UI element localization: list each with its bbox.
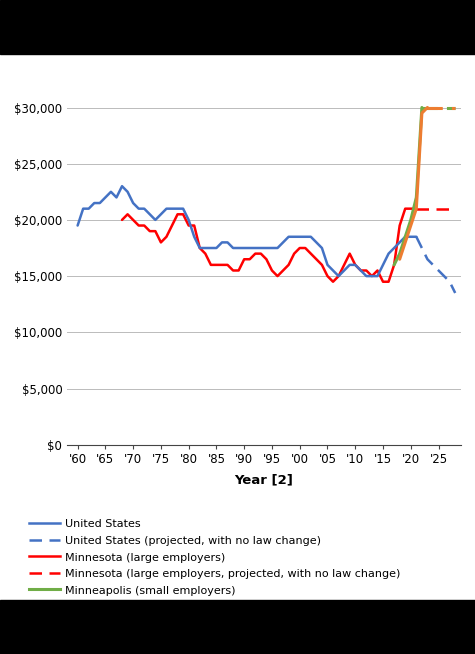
Legend: United States, United States (projected, with no law change), Minnesota (large e: United States, United States (projected,… <box>28 519 415 645</box>
X-axis label: Year [2]: Year [2] <box>234 473 293 486</box>
